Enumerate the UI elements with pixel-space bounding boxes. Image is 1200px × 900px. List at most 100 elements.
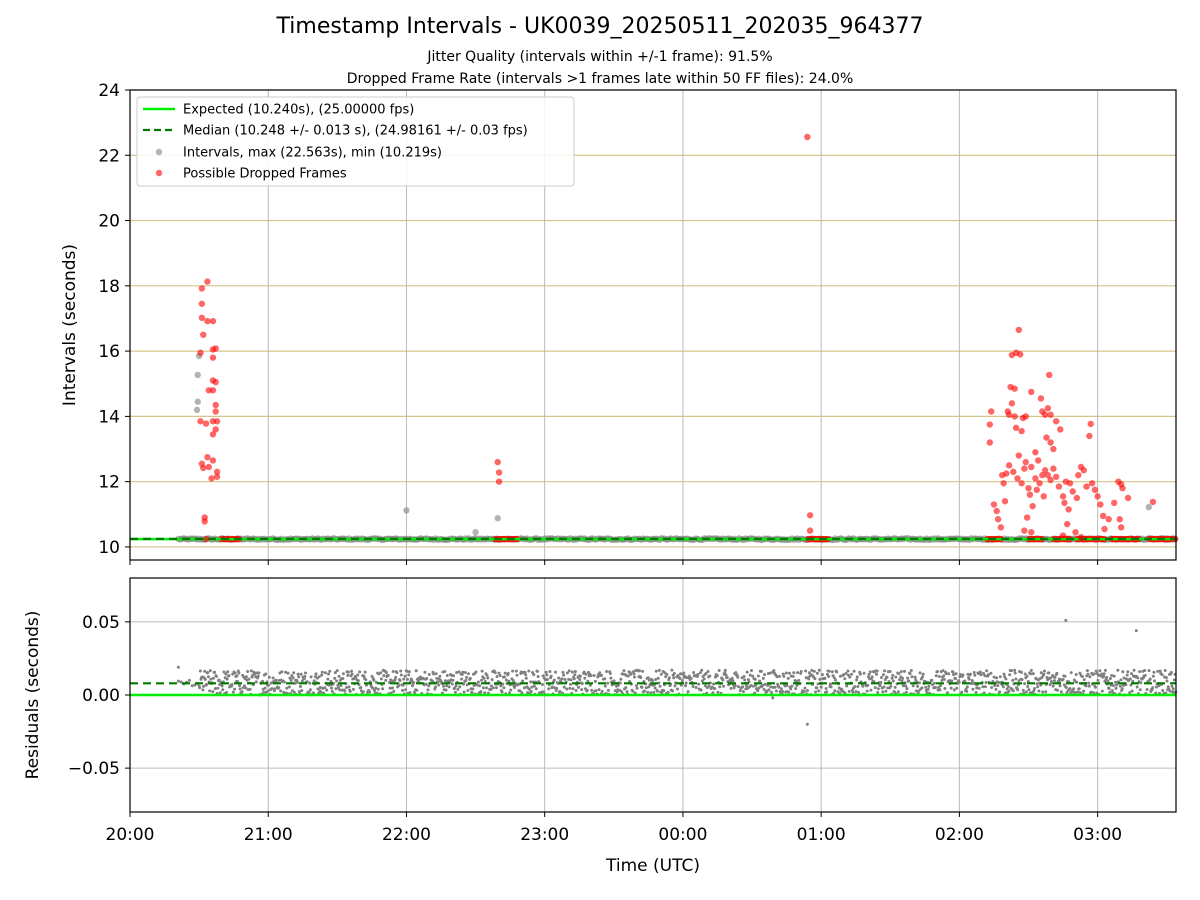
residual-point bbox=[330, 689, 334, 693]
residual-point bbox=[883, 669, 887, 673]
residual-point bbox=[666, 690, 670, 694]
residual-point bbox=[1042, 669, 1046, 673]
residual-point bbox=[717, 668, 721, 672]
x-tick-label: 00:00 bbox=[658, 825, 707, 845]
residual-point bbox=[686, 690, 690, 694]
legend-entry: Expected (10.240s), (25.00000 fps) bbox=[183, 103, 414, 118]
y-tick-label: 10 bbox=[98, 538, 120, 558]
residual-point bbox=[876, 687, 880, 691]
residual-point bbox=[1050, 681, 1054, 685]
residual-point bbox=[870, 675, 874, 679]
dropped-frame-point bbox=[1087, 420, 1094, 428]
residual-point bbox=[1143, 669, 1147, 673]
residual-point bbox=[982, 671, 986, 675]
residual-point bbox=[330, 686, 334, 690]
residual-point bbox=[904, 684, 908, 688]
residual-point bbox=[325, 688, 329, 692]
residual-point bbox=[471, 687, 475, 691]
legend-marker-intervals bbox=[155, 148, 163, 156]
residual-point bbox=[213, 687, 217, 691]
residual-point bbox=[1061, 677, 1065, 681]
dropped-frame-point bbox=[1015, 326, 1023, 334]
dropped-frame-point bbox=[213, 473, 221, 480]
residual-point bbox=[817, 689, 821, 693]
residual-point bbox=[903, 669, 907, 673]
dropped-frame-point bbox=[1047, 411, 1054, 418]
residual-point bbox=[664, 675, 668, 679]
residual-point bbox=[498, 674, 502, 678]
residual-point bbox=[350, 672, 354, 676]
residual-point bbox=[532, 684, 536, 688]
residual-point bbox=[921, 675, 925, 679]
residual-point bbox=[338, 688, 342, 692]
residual-point bbox=[320, 673, 324, 677]
residual-point bbox=[900, 679, 904, 683]
residual-point bbox=[391, 670, 395, 674]
residual-point bbox=[435, 676, 439, 680]
residual-point bbox=[571, 687, 575, 691]
residual-point bbox=[233, 687, 237, 691]
residual-point bbox=[1078, 671, 1082, 675]
residual-point bbox=[465, 675, 469, 679]
residual-point bbox=[779, 687, 783, 691]
residual-point bbox=[309, 675, 313, 679]
residual-point bbox=[597, 688, 601, 692]
residual-point bbox=[901, 676, 905, 680]
residual-point bbox=[480, 678, 484, 682]
residual-point bbox=[724, 673, 728, 677]
residual-point bbox=[958, 672, 962, 676]
residual-point bbox=[981, 685, 985, 689]
residual-point bbox=[792, 671, 796, 675]
residual-point bbox=[777, 685, 781, 689]
dropped-frame-point bbox=[1052, 473, 1060, 480]
dropped-frame-point bbox=[1105, 516, 1112, 523]
dropped-frame-point bbox=[1069, 488, 1076, 495]
residual-point bbox=[568, 682, 572, 686]
residual-point bbox=[1031, 672, 1035, 676]
legend-marker-dropped bbox=[155, 169, 163, 177]
plot-frame bbox=[129, 89, 1177, 561]
dropped-frame-point bbox=[1059, 532, 1067, 539]
dropped-frame-point bbox=[198, 285, 206, 292]
dropped-frame-point bbox=[987, 408, 995, 415]
residual-point bbox=[333, 671, 337, 675]
residual-point bbox=[1170, 684, 1174, 688]
residual-point bbox=[1092, 691, 1096, 695]
residual-point bbox=[619, 690, 623, 694]
x-tick-label: 20:00 bbox=[106, 825, 155, 845]
residual-point bbox=[299, 684, 303, 688]
residual-point bbox=[1156, 669, 1160, 673]
dropped-frame-point bbox=[1057, 426, 1064, 433]
residual-point bbox=[593, 679, 597, 683]
residual-point bbox=[445, 673, 449, 677]
dropped-frame-point bbox=[1021, 527, 1028, 534]
dropped-frame-point bbox=[1094, 493, 1101, 500]
residual-point bbox=[1110, 673, 1114, 677]
residual-point bbox=[939, 684, 943, 688]
residual-point bbox=[816, 682, 820, 686]
residual-point bbox=[665, 673, 669, 677]
residual-point bbox=[684, 684, 688, 688]
residual-point bbox=[769, 690, 773, 694]
residual-point bbox=[924, 685, 928, 689]
residual-point bbox=[745, 684, 749, 688]
residual-point bbox=[945, 691, 949, 695]
dropped-frame-point bbox=[1047, 476, 1054, 484]
residual-point bbox=[837, 686, 841, 690]
residual-point bbox=[337, 674, 341, 678]
residual-point bbox=[1011, 689, 1015, 693]
residual-point bbox=[704, 672, 708, 676]
residual-point bbox=[883, 678, 887, 682]
dropped-frame-point bbox=[1052, 418, 1060, 425]
residual-point bbox=[529, 689, 533, 693]
residual-point bbox=[679, 672, 683, 676]
residual-point bbox=[692, 670, 696, 674]
residual-point bbox=[494, 686, 498, 690]
residual-point bbox=[231, 690, 235, 694]
residual-point bbox=[1109, 683, 1113, 687]
residual-point bbox=[712, 682, 716, 686]
residual-point bbox=[374, 686, 378, 690]
residual-point bbox=[395, 671, 399, 675]
residual-point bbox=[950, 679, 954, 683]
dropped-frame-point bbox=[1032, 449, 1039, 456]
